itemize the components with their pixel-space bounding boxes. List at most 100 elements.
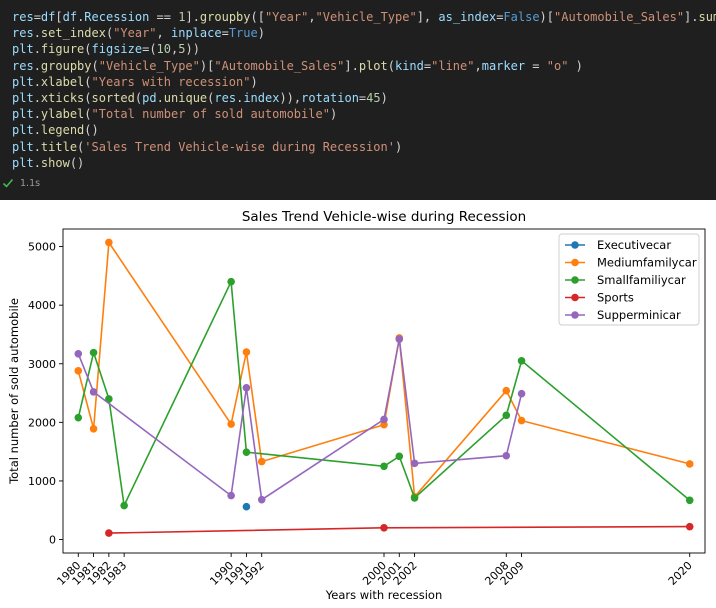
- data-point: [685, 522, 694, 531]
- code-token: ): [568, 58, 583, 73]
- code-token: marker: [481, 58, 526, 73]
- code-token: .: [33, 139, 41, 154]
- code-token: xlabel: [40, 74, 85, 89]
- code-token: ],: [416, 10, 439, 24]
- code-token: "Vehicle_Type": [98, 58, 200, 73]
- code-token: =: [221, 26, 229, 41]
- y-axis-label: Total number of sold automobile: [7, 298, 21, 485]
- code-token: )),: [279, 90, 302, 105]
- code-token: ,: [171, 42, 179, 57]
- legend-label: Executivecar: [597, 238, 671, 252]
- data-point: [517, 357, 526, 365]
- code-token: figure: [40, 42, 85, 57]
- code-token: rotation: [301, 90, 359, 105]
- code-token: False: [503, 10, 540, 24]
- code-editor[interactable]: res=df[df.Recession == 1].groupby(["Year…: [12, 9, 716, 171]
- code-token: (: [91, 58, 99, 73]
- data-point: [517, 389, 526, 398]
- data-point: [502, 451, 511, 460]
- code-token: unique: [163, 90, 208, 105]
- data-point: [242, 448, 251, 457]
- code-token: ,: [474, 58, 482, 73]
- code-token: "Years with recession": [91, 74, 251, 89]
- code-token: plt: [12, 123, 34, 138]
- code-token: =(: [142, 42, 157, 57]
- code-token: Recession: [84, 10, 150, 24]
- code-token: xticks: [40, 90, 85, 105]
- x-axis-label: Years with recession: [325, 588, 443, 602]
- code-token: plot: [358, 58, 388, 73]
- code-token: "Year": [113, 26, 157, 41]
- code-token: legend: [40, 123, 85, 138]
- data-point: [380, 420, 388, 429]
- code-token: index: [243, 90, 280, 105]
- code-line: plt.title('Sales Trend Vehicle-wise duri…: [12, 139, 716, 155]
- code-token: ): [380, 90, 388, 105]
- y-tick-label: 1000: [28, 475, 56, 488]
- code-token: sum: [698, 10, 716, 24]
- code-token: show: [40, 155, 70, 170]
- code-token: "Automobile_Sales": [214, 58, 345, 73]
- code-token: set_index: [40, 26, 106, 41]
- code-token: =: [33, 10, 41, 24]
- code-token: df: [40, 10, 56, 24]
- code-token: [: [55, 10, 63, 24]
- code-cell[interactable]: res=df[df.Recession == 1].groupby(["Year…: [0, 0, 716, 200]
- data-point: [395, 335, 404, 343]
- code-token: (: [77, 139, 85, 154]
- code-token: .: [33, 26, 41, 41]
- code-token: pd: [142, 90, 157, 105]
- code-token: =: [423, 58, 432, 73]
- series-line: [108, 525, 690, 534]
- legend-swatch-marker: [571, 241, 579, 249]
- code-token: plt: [12, 139, 34, 154]
- code-token: plt: [12, 74, 34, 89]
- code-token: 1: [178, 10, 186, 24]
- data-point: [89, 348, 98, 357]
- code-token: .: [33, 155, 41, 170]
- code-token: (: [134, 90, 143, 105]
- data-point: [242, 348, 251, 356]
- legend-label: Smallfamiliycar: [597, 273, 686, 287]
- code-token: (: [84, 107, 92, 122]
- code-token: (: [84, 42, 92, 57]
- code-line: res.groupby("Vehicle_Type")["Automobile_…: [12, 58, 716, 74]
- code-token: ): [394, 139, 403, 154]
- code-line: plt.xlabel("Years with recession"): [12, 74, 716, 90]
- code-token: sorted: [91, 90, 135, 105]
- data-point: [517, 416, 526, 425]
- code-token: as_index: [438, 10, 497, 24]
- legend-box: [558, 233, 700, 326]
- code-token: res: [214, 90, 237, 105]
- data-point: [89, 424, 98, 433]
- code-token: res: [12, 10, 34, 24]
- code-line: plt.figure(figsize=(10,5)): [12, 41, 716, 57]
- code-token: figsize: [91, 42, 143, 57]
- legend-swatch-marker: [571, 293, 579, 302]
- code-line: plt.show(): [12, 155, 716, 171]
- code-line: res.set_index("Year", inplace=True): [12, 25, 716, 41]
- series-line: [77, 240, 690, 499]
- data-point: [257, 495, 266, 504]
- code-token: .: [33, 90, 41, 105]
- series-sports: [105, 522, 694, 537]
- code-token: )[: [199, 58, 215, 73]
- code-token: groupby: [199, 10, 251, 24]
- code-token: (): [84, 123, 99, 138]
- code-token: =: [358, 90, 367, 105]
- code-token: plt: [12, 155, 34, 170]
- code-token: .: [33, 42, 41, 57]
- x-tick-label: 2020: [666, 559, 695, 588]
- data-point: [89, 388, 98, 396]
- y-axis: 0 1000 2000 3000 4000 5000: [28, 241, 63, 547]
- legend-label: Supperminicar: [597, 308, 681, 322]
- y-tick-label: 0: [49, 534, 56, 547]
- code-token: ,: [308, 10, 316, 24]
- y-tick-label: 3000: [28, 358, 56, 371]
- data-point: [227, 277, 235, 286]
- code-token: title: [40, 139, 78, 154]
- code-token: (: [84, 74, 92, 89]
- data-point: [242, 502, 251, 511]
- y-tick-label: 4000: [28, 299, 56, 312]
